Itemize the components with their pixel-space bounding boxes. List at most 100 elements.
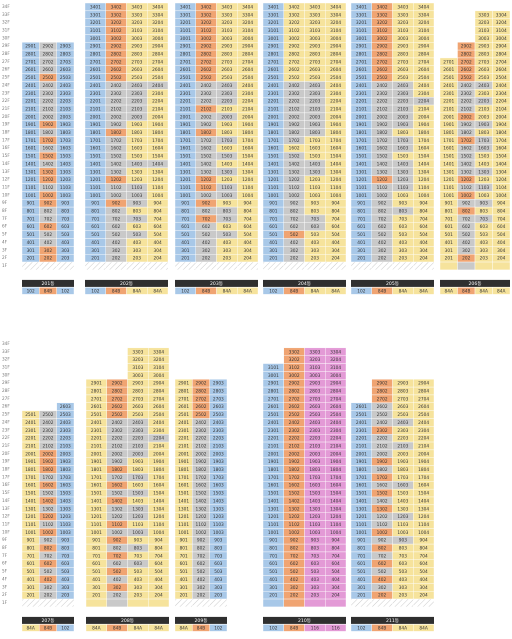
unit-number: 1102 bbox=[196, 522, 207, 528]
unit-number: 1201 bbox=[91, 514, 102, 520]
floor-label: 18F bbox=[2, 130, 10, 135]
unit-number: 1504 bbox=[330, 491, 341, 497]
unit-number: 1103 bbox=[309, 185, 320, 191]
unit-number: 202 bbox=[113, 593, 121, 599]
unit-number: 302 bbox=[290, 248, 298, 254]
unit-number: 3302 bbox=[289, 12, 300, 18]
unit-number: 1502 bbox=[196, 491, 207, 497]
unit-number: 302 bbox=[378, 248, 386, 254]
unit-number: 403 bbox=[134, 577, 142, 583]
unit-number: 1304 bbox=[496, 169, 507, 175]
unit-number: 2602 bbox=[289, 404, 300, 410]
building-name: 206동 bbox=[469, 281, 482, 287]
type-box bbox=[413, 624, 435, 632]
unit-number: 1903 bbox=[213, 459, 224, 465]
unit-number: 802 bbox=[378, 546, 386, 552]
unit-number: 2202 bbox=[111, 99, 122, 105]
building-name-bar bbox=[351, 279, 434, 287]
unit-number: 1703 bbox=[60, 138, 71, 144]
unit-number: 1002 bbox=[196, 530, 207, 536]
unit-number: 2602 bbox=[112, 404, 123, 410]
unit-number: 701 bbox=[269, 553, 277, 559]
unit-number: 502 bbox=[112, 232, 120, 238]
unit-number: 2704 bbox=[242, 59, 253, 65]
unit-number: 3403 bbox=[397, 4, 408, 10]
unit-number: 2103 bbox=[131, 106, 142, 112]
unit-number: 2104 bbox=[152, 106, 163, 112]
unit-number: 201 bbox=[180, 593, 188, 599]
unit-number: 1301 bbox=[91, 506, 102, 512]
unit-number: 3201 bbox=[268, 20, 279, 26]
unit-type: 102 bbox=[269, 289, 277, 295]
unit-number: 201 bbox=[27, 593, 35, 599]
unit-number: 403 bbox=[61, 577, 69, 583]
unit-number: 902 bbox=[378, 538, 386, 544]
unit-type: 84A bbox=[399, 289, 407, 295]
floor-label: 32F bbox=[2, 357, 10, 362]
unit-number: 2203 bbox=[309, 99, 320, 105]
unit-number: 703 bbox=[480, 216, 488, 222]
unit-number: 1901 bbox=[25, 459, 36, 465]
floor-label: 10F bbox=[2, 529, 10, 534]
unit-number: 2101 bbox=[268, 443, 279, 449]
unit-number: 1202 bbox=[201, 177, 212, 183]
unit-number: 1001 bbox=[178, 530, 189, 536]
unit-number: 3304 bbox=[418, 12, 429, 18]
unit-number: 203 bbox=[133, 256, 141, 262]
unit-number: 1503 bbox=[132, 491, 143, 497]
unit-number: 803 bbox=[214, 546, 222, 552]
unit-number: 1702 bbox=[201, 138, 212, 144]
unit-number: 2103 bbox=[60, 443, 71, 449]
unit-number: 1401 bbox=[356, 161, 367, 167]
unit-number: 1502 bbox=[43, 154, 54, 160]
floor-label: 21F bbox=[2, 443, 10, 448]
unit-box bbox=[56, 598, 75, 608]
unit-type: 84A bbox=[419, 289, 427, 295]
unit-number: 2602 bbox=[377, 404, 388, 410]
unit-number: 1301 bbox=[25, 169, 36, 175]
unit-number: 2702 bbox=[112, 396, 123, 402]
unit-number: 1703 bbox=[397, 475, 408, 481]
unit-number: 1201 bbox=[25, 514, 36, 520]
unit-number: 2803 bbox=[132, 389, 143, 395]
unit-number: 802 bbox=[112, 209, 120, 215]
unit-number: 2601 bbox=[356, 404, 367, 410]
unit-number: 2404 bbox=[418, 83, 429, 89]
unit-number: 1001 bbox=[356, 530, 367, 536]
unit-number: 2103 bbox=[309, 106, 320, 112]
unit-number: 1501 bbox=[268, 154, 279, 160]
unit-number: 1902 bbox=[289, 459, 300, 465]
floor-label: 16F bbox=[2, 145, 10, 150]
unit-number: 1801 bbox=[356, 467, 367, 473]
type-box bbox=[209, 624, 228, 632]
unit-number: 1604 bbox=[153, 483, 164, 489]
unit-number: 2803 bbox=[60, 52, 71, 58]
unit-number: 2001 bbox=[91, 451, 102, 457]
unit-number: 702 bbox=[290, 553, 298, 559]
unit-number: 901 bbox=[445, 201, 453, 207]
unit-number: 1501 bbox=[90, 154, 101, 160]
unit-number: 601 bbox=[181, 224, 189, 230]
unit-number: 1301 bbox=[178, 506, 189, 512]
unit-number: 401 bbox=[27, 577, 35, 583]
unit-number: 2903 bbox=[60, 44, 71, 50]
unit-number: 1603 bbox=[60, 483, 71, 489]
unit-number: 2001 bbox=[268, 451, 279, 457]
unit-number: 1401 bbox=[25, 161, 36, 167]
unit-number: 3102 bbox=[201, 28, 212, 34]
unit-number: 2003 bbox=[397, 114, 408, 120]
unit-number: 1301 bbox=[356, 169, 367, 175]
unit-number: 1801 bbox=[25, 130, 36, 136]
unit-number: 2502 bbox=[111, 75, 122, 81]
unit-number: 2303 bbox=[478, 91, 489, 97]
unit-number: 904 bbox=[420, 538, 428, 544]
unit-number: 2701 bbox=[180, 59, 191, 65]
unit-number: 503 bbox=[399, 569, 407, 575]
unit-number: 2104 bbox=[330, 106, 341, 112]
type-box bbox=[56, 624, 75, 632]
unit-number: 2702 bbox=[377, 59, 388, 65]
unit-number: 2302 bbox=[196, 428, 207, 434]
unit-number: 3202 bbox=[111, 20, 122, 26]
unit-number: 301 bbox=[92, 585, 100, 591]
unit-number: 501 bbox=[27, 232, 35, 238]
